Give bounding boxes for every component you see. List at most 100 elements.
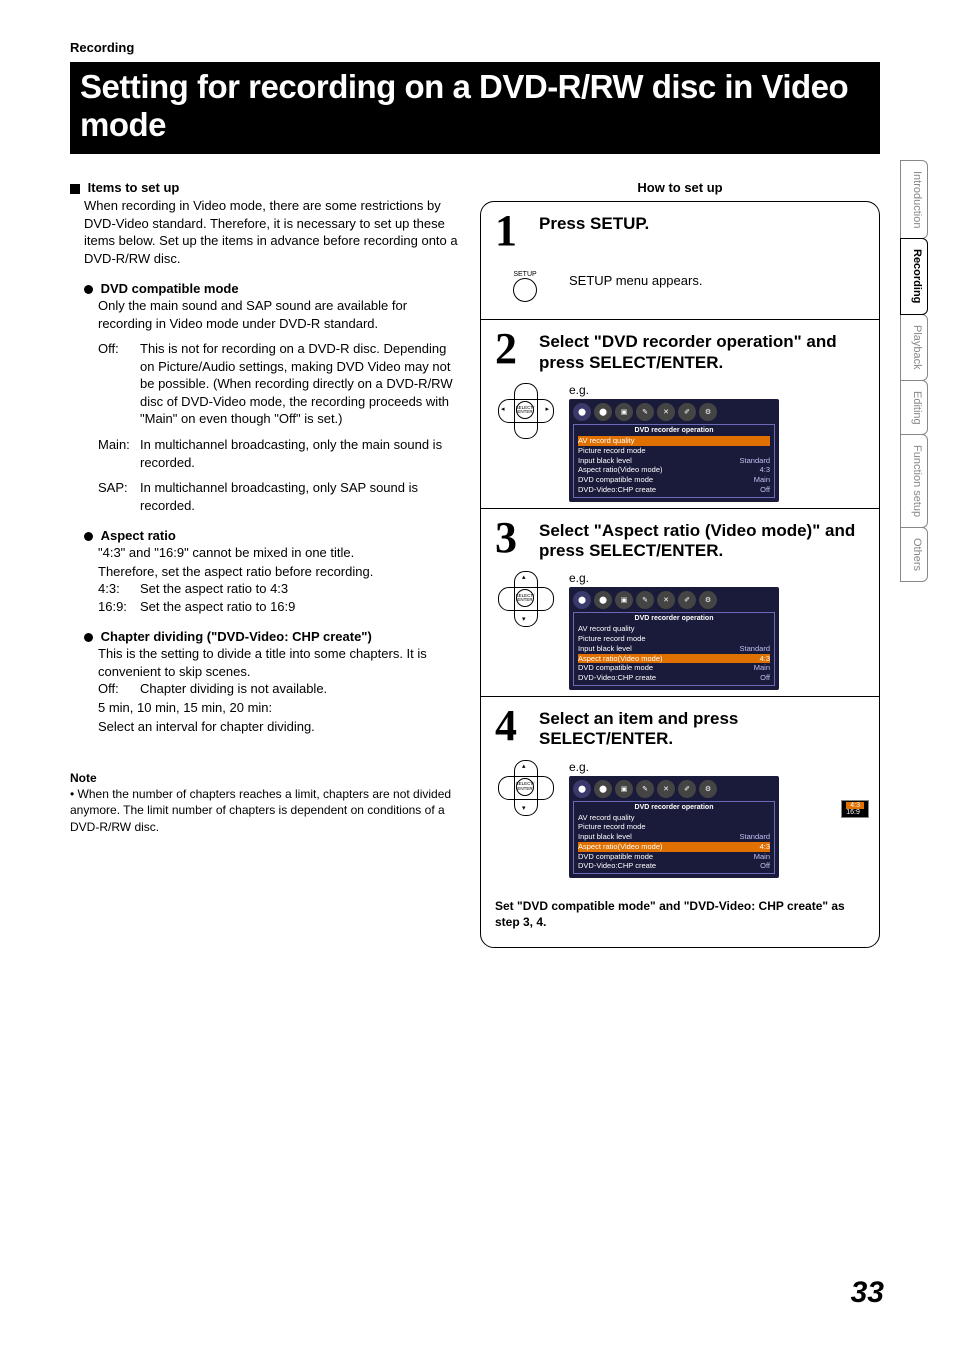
osd-popup: 4:3 16:9 [841, 800, 869, 818]
dvd-compat-desc: Only the main sound and SAP sound are av… [98, 297, 460, 332]
osd-tab-icon: ✎ [636, 780, 654, 798]
step1-sub: SETUP menu appears. [569, 259, 702, 288]
osd-screenshot: ⬤ ⬤ ▣ ✎ ✕ ✐ ⚙ DVD recorder operation AV … [569, 776, 779, 879]
osd-row-k: DVD compatible mode [578, 475, 653, 485]
osd-tab-icon: ✐ [678, 780, 696, 798]
chapter-off-text: Chapter dividing is not available. [140, 680, 460, 698]
tab-playback[interactable]: Playback [900, 314, 928, 381]
osd-row-v: Main [754, 475, 770, 485]
osd-tab-icon: ⚙ [699, 591, 717, 609]
osd-tab-icon: ⚙ [699, 403, 717, 421]
osd-row-k: Input black level [578, 456, 632, 466]
breadcrumb: Recording [70, 40, 134, 55]
osd-row-k: Picture record mode [578, 446, 646, 456]
eg-label: e.g. [569, 383, 865, 397]
osd-tab-icon: ⬤ [594, 591, 612, 609]
osd-row-k: Input black level [578, 832, 632, 842]
step-footnote: Set "DVD compatible mode" and "DVD-Video… [495, 898, 865, 930]
step-number: 1 [495, 212, 531, 249]
aspect-43-text: Set the aspect ratio to 4:3 [140, 580, 460, 598]
chapter-title: Chapter dividing ("DVD-Video: CHP create… [101, 629, 372, 644]
tab-introduction[interactable]: Introduction [900, 160, 928, 239]
osd-row-v: Off [760, 485, 770, 495]
osd-row-v: 4:3 [760, 465, 770, 475]
option-main-text: In multichannel broadcasting, only the m… [140, 436, 460, 471]
step-title: Press SETUP. [539, 212, 649, 234]
right-column: How to set up 1 Press SETUP. SETUP SETUP… [480, 180, 880, 948]
osd-tab-icon: ⚙ [699, 780, 717, 798]
osd-tab-icon: ▣ [615, 403, 633, 421]
eg-label: e.g. [569, 571, 865, 585]
step-title: Select an item and press SELECT/ENTER. [539, 707, 865, 750]
osd-row-k: Aspect ratio(Video mode) [578, 654, 663, 664]
osd-row-k: DVD-Video:CHP create [578, 485, 656, 495]
aspect-l1: "4:3" and "16:9" cannot be mixed in one … [98, 544, 460, 562]
osd-row-v: Standard [740, 832, 770, 842]
osd-row-k: Aspect ratio(Video mode) [578, 465, 663, 475]
osd-screenshot: ⬤ ⬤ ▣ ✎ ✕ ✐ ⚙ DVD recorder operation AV … [569, 587, 779, 690]
tab-others[interactable]: Others [900, 527, 928, 582]
aspect-l2: Therefore, set the aspect ratio before r… [98, 563, 460, 581]
directional-pad-icon: SELECT/ENTER ▴ ▾ [495, 760, 555, 814]
side-tabs: Introduction Recording Playback Editing … [900, 160, 928, 581]
chapter-l4: Select an interval for chapter dividing. [98, 718, 460, 736]
osd-row-k: Aspect ratio(Video mode) [578, 842, 663, 852]
option-main-label: Main: [98, 436, 140, 471]
osd-tab-icon: ✐ [678, 403, 696, 421]
osd-tab-icon: ✎ [636, 591, 654, 609]
aspect-169-label: 16:9: [98, 598, 140, 616]
osd-tab-icon: ✐ [678, 591, 696, 609]
osd-row-v: Off [760, 861, 770, 871]
tab-editing[interactable]: Editing [900, 380, 928, 436]
note-text: • When the number of chapters reaches a … [70, 786, 460, 835]
bullet-icon [84, 285, 93, 294]
step-number: 2 [495, 330, 531, 367]
osd-tab-icon: ✕ [657, 591, 675, 609]
osd-tab-icon: ⬤ [594, 780, 612, 798]
osd-row-k: AV record quality [578, 813, 635, 823]
osd-screenshot: ⬤ ⬤ ▣ ✎ ✕ ✐ ⚙ DVD recorder operation AV … [569, 399, 779, 502]
osd-row-k: Picture record mode [578, 822, 646, 832]
bullet-icon [84, 532, 93, 541]
osd-row-k: DVD-Video:CHP create [578, 673, 656, 683]
osd-tab-icon: ▣ [615, 591, 633, 609]
osd-row-v: Main [754, 663, 770, 673]
tab-function-setup[interactable]: Function setup [900, 434, 928, 528]
option-off-text: This is not for recording on a DVD-R dis… [140, 340, 460, 428]
tab-recording[interactable]: Recording [900, 238, 928, 314]
osd-tab-icon: ⬤ [594, 403, 612, 421]
aspect-169-text: Set the aspect ratio to 16:9 [140, 598, 460, 616]
step-number: 4 [495, 707, 531, 744]
osd-tab-icon: ✕ [657, 403, 675, 421]
osd-tab-icon: ▣ [615, 780, 633, 798]
eg-label: e.g. [569, 760, 865, 774]
osd-row-k: AV record quality [578, 624, 635, 634]
option-sap-text: In multichannel broadcasting, only SAP s… [140, 479, 460, 514]
chapter-l3: 5 min, 10 min, 15 min, 20 min: [98, 699, 460, 717]
osd-tab-icon: ⬤ [573, 780, 591, 798]
osd-tab-icon: ⬤ [573, 591, 591, 609]
how-to-box: 1 Press SETUP. SETUP SETUP menu appears.… [480, 201, 880, 948]
osd-row-k: AV record quality [578, 436, 635, 446]
step-title: Select "Aspect ratio (Video mode)" and p… [539, 519, 865, 562]
dvd-compat-title: DVD compatible mode [101, 281, 239, 296]
osd-row-k: DVD-Video:CHP create [578, 861, 656, 871]
aspect-title: Aspect ratio [101, 528, 176, 543]
osd-tab-icon: ⬤ [573, 403, 591, 421]
step-1: 1 Press SETUP. SETUP SETUP menu appears. [481, 202, 879, 319]
items-heading: Items to set up [88, 180, 180, 195]
step-3: 3 Select "Aspect ratio (Video mode)" and… [481, 509, 879, 696]
osd-row-k: Input black level [578, 644, 632, 654]
aspect-43-label: 4:3: [98, 580, 140, 598]
osd-row-v: Main [754, 852, 770, 862]
osd-title: DVD recorder operation [578, 804, 770, 811]
directional-pad-icon: SELECT/ENTER ◂ ▸ [495, 383, 555, 437]
step-2: 2 Select "DVD recorder operation" and pr… [481, 320, 879, 507]
directional-pad-icon: SELECT/ENTER ▴ ▾ [495, 571, 555, 625]
step-title: Select "DVD recorder operation" and pres… [539, 330, 865, 373]
option-sap-label: SAP: [98, 479, 140, 514]
osd-row-v: 4:3 [760, 842, 770, 852]
page-subtitle: This setting is necessary to play the co… [70, 134, 880, 149]
chapter-off-label: Off: [98, 680, 140, 698]
setup-button-icon: SETUP [495, 259, 555, 313]
